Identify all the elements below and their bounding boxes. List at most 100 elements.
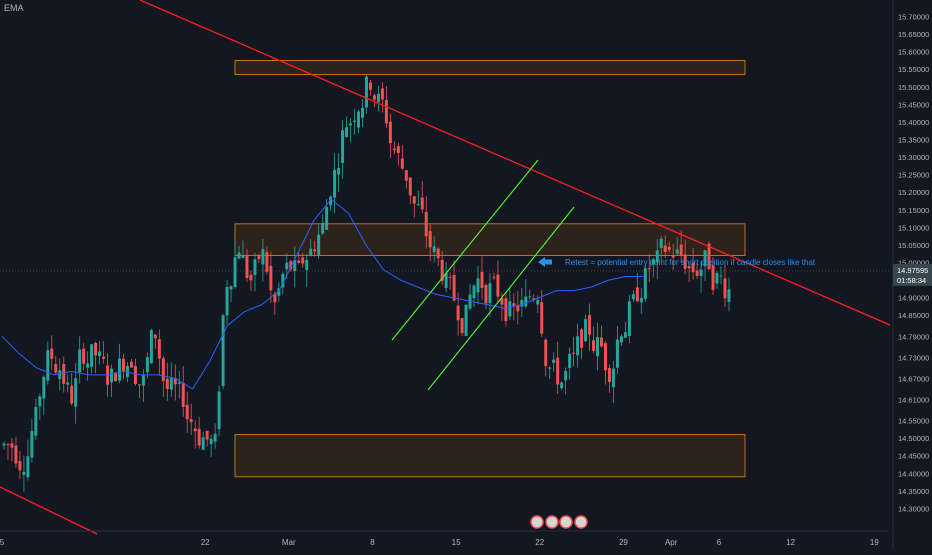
y-tick-label: 15.70000 [898, 13, 929, 22]
candle-body [719, 275, 723, 277]
candle-body [488, 283, 492, 304]
candle-body [86, 363, 90, 368]
y-tick-label: 14.40000 [898, 469, 929, 478]
candle-body [249, 274, 253, 281]
candle-body [400, 158, 404, 169]
candle-body [26, 456, 30, 478]
candle-body [98, 351, 102, 357]
candle-body [58, 370, 62, 379]
ema-indicator-label[interactable]: EMA [4, 3, 24, 13]
candle-body [321, 222, 325, 234]
ascending-channel-upper [391, 159, 539, 341]
last-price-tag [893, 263, 932, 286]
candle-body [141, 375, 145, 386]
candle-body [261, 249, 265, 265]
candle-body [695, 270, 699, 276]
candle-body [683, 254, 687, 269]
candle-body [197, 428, 201, 446]
candle-body [277, 288, 281, 296]
candle-body [46, 350, 50, 381]
candle-body [572, 352, 576, 354]
candle-body [484, 285, 488, 304]
candle-body [257, 255, 261, 260]
candle-body [627, 301, 631, 337]
candle-body [516, 305, 520, 312]
candle-body [500, 298, 504, 305]
candle-body [619, 336, 623, 343]
candle-body [54, 363, 58, 373]
candle-body [189, 419, 193, 423]
candle-body [30, 431, 34, 458]
x-tick-label: 15 [452, 538, 461, 547]
candle-body [584, 319, 588, 342]
candle-body [639, 297, 643, 303]
candle-body [301, 257, 305, 264]
candle-body [349, 123, 353, 126]
candle-body [145, 357, 149, 373]
candle-body [6, 444, 10, 446]
candle-body [380, 88, 384, 100]
candle-body [651, 259, 655, 265]
y-tick-label: 15.60000 [898, 48, 929, 57]
event-marker-icon [545, 515, 559, 529]
candle-body [556, 357, 560, 385]
y-tick-label: 15.50000 [898, 83, 929, 92]
annotation-text: Retest = potential entry point for short… [565, 258, 816, 267]
candle-body [364, 76, 368, 108]
x-tick-label: 8 [370, 538, 375, 547]
candle-body [345, 127, 349, 137]
candle-body [329, 196, 333, 206]
x-tick-label: 29 [619, 538, 628, 547]
candle-body [392, 148, 396, 151]
x-tick-label: 6 [717, 538, 722, 547]
candle-body [125, 365, 129, 377]
candle-body [94, 342, 98, 356]
candle-body [285, 262, 289, 270]
candle-body [679, 244, 683, 256]
candle-body [452, 274, 456, 301]
candle-body [114, 373, 118, 382]
candle-body [221, 315, 225, 387]
candle-body [50, 348, 54, 359]
candle-body [297, 260, 301, 263]
candle-body [428, 231, 432, 248]
candle-body [643, 268, 647, 299]
candle-body [353, 120, 357, 122]
candle-body [317, 234, 321, 255]
candle-body [540, 302, 544, 334]
candle-body [520, 299, 524, 307]
candle-body [416, 204, 420, 206]
candle-body [357, 111, 360, 128]
candle-body [157, 339, 161, 359]
candle-body [38, 396, 42, 407]
y-tick-label: 15.40000 [898, 118, 929, 127]
candle-body [122, 358, 125, 371]
candle-body [361, 107, 364, 118]
candle-body [588, 315, 592, 335]
candle-body [727, 289, 731, 302]
ascending-channel-lower [427, 206, 575, 391]
resistance-zone-top [234, 60, 746, 75]
candle-body [133, 365, 137, 384]
candle-body [580, 329, 584, 348]
candle-body [436, 248, 440, 259]
x-tick-label: Mar [282, 538, 296, 547]
candle-body [703, 250, 707, 267]
candle-body [408, 177, 412, 196]
candle-body [432, 246, 436, 252]
candle-body [420, 197, 424, 210]
candle-body [34, 406, 38, 436]
candle-body [448, 276, 452, 278]
candle-body [603, 343, 607, 371]
candle-body [337, 167, 341, 175]
candle-body [237, 252, 241, 259]
candle-body [173, 378, 177, 385]
candle-body [655, 250, 659, 263]
y-tick-label: 15.45000 [898, 100, 929, 109]
x-tick-label: 5 [0, 538, 5, 547]
candle-body [675, 249, 679, 254]
y-tick-label: 15.20000 [898, 188, 929, 197]
candle-body [78, 349, 82, 373]
